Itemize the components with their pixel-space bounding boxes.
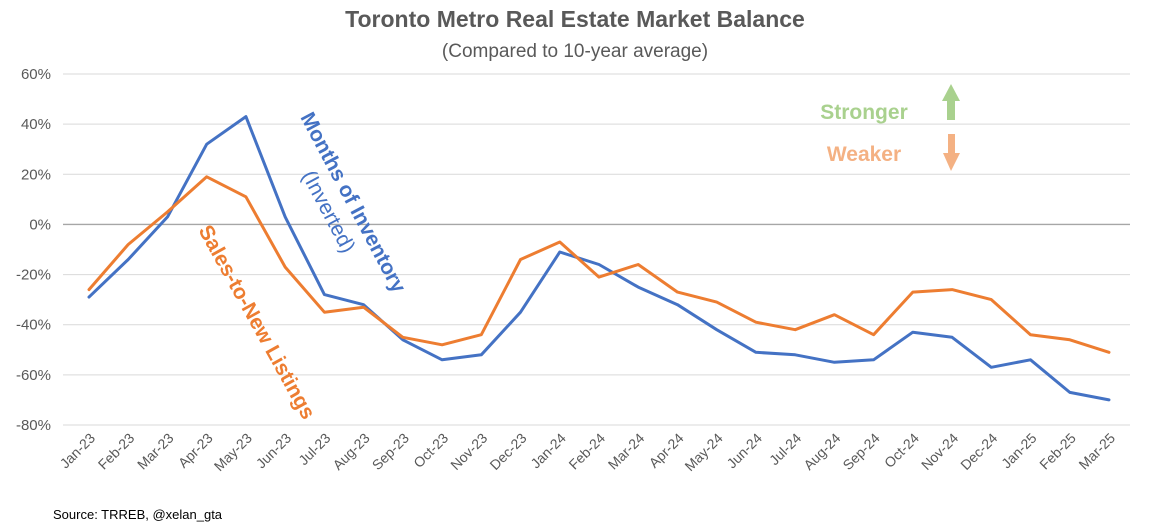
y-axis-ticks: 60% 40% 20% 0% -20% -40% -60% -80% [16, 66, 51, 434]
x-tick-label: Apr-23 [175, 430, 216, 471]
x-tick-label: Feb-24 [565, 430, 608, 473]
y-tick-label: -20% [16, 267, 51, 284]
x-tick-label: Oct-23 [410, 430, 451, 471]
y-tick-label: 60% [21, 66, 51, 83]
series-lines [87, 115, 1111, 402]
x-tick-label: Oct-24 [881, 430, 922, 471]
x-tick-label: Jul-23 [295, 430, 333, 468]
y-tick-label: -60% [16, 367, 51, 384]
stronger-label: Stronger [820, 101, 908, 124]
chart-title: Toronto Metro Real Estate Market Balance [345, 6, 805, 32]
x-tick-label: Jan-24 [527, 430, 569, 472]
y-tick-label: -40% [16, 317, 51, 334]
source-label: Source: TRREB, @xelan_gta [53, 507, 223, 522]
x-tick-label: Jan-25 [998, 430, 1040, 472]
x-tick-label: Jan-23 [57, 430, 99, 472]
x-tick-label: Apr-24 [646, 430, 687, 471]
x-tick-label: Jun-23 [253, 430, 295, 472]
weaker-label: Weaker [827, 143, 901, 166]
down-arrow-icon [943, 134, 960, 171]
x-tick-label: Nov-24 [918, 430, 961, 473]
x-tick-label: Jul-24 [766, 430, 804, 468]
series-line-months-of-inventory [87, 115, 1111, 402]
y-tick-label: 40% [21, 116, 51, 133]
x-tick-label: Nov-23 [447, 430, 490, 473]
y-tick-label: -80% [16, 417, 51, 434]
x-tick-label: Feb-25 [1036, 430, 1079, 473]
months-of-inventory-annotation: Months of Inventory (Inverted) [296, 109, 411, 297]
up-arrow-icon [942, 84, 960, 120]
x-tick-label: Feb-23 [95, 430, 138, 473]
x-tick-label: Aug-23 [329, 430, 372, 473]
x-tick-label: May-24 [681, 430, 725, 474]
x-tick-label: Aug-24 [800, 430, 843, 473]
x-tick-label: Dec-24 [957, 430, 1000, 473]
series-line-sales-to-new-listings [87, 175, 1111, 354]
x-tick-label: Dec-23 [486, 430, 529, 473]
y-tick-label: 0% [29, 216, 51, 233]
x-tick-label: Mar-25 [1075, 430, 1118, 473]
x-tick-label: May-23 [211, 430, 255, 474]
x-tick-label: Mar-23 [134, 430, 177, 473]
chart-subtitle: (Compared to 10-year average) [442, 41, 708, 62]
sales-to-new-listings-label: Sales-to-New Listings [194, 221, 320, 423]
x-tick-label: Jun-24 [723, 430, 765, 472]
y-tick-label: 20% [21, 166, 51, 183]
sales-to-new-listings-annotation: Sales-to-New Listings [194, 221, 320, 423]
x-tick-label: Sep-24 [839, 430, 882, 473]
x-tick-label: Sep-23 [369, 430, 412, 473]
x-tick-label: Mar-24 [605, 430, 648, 473]
